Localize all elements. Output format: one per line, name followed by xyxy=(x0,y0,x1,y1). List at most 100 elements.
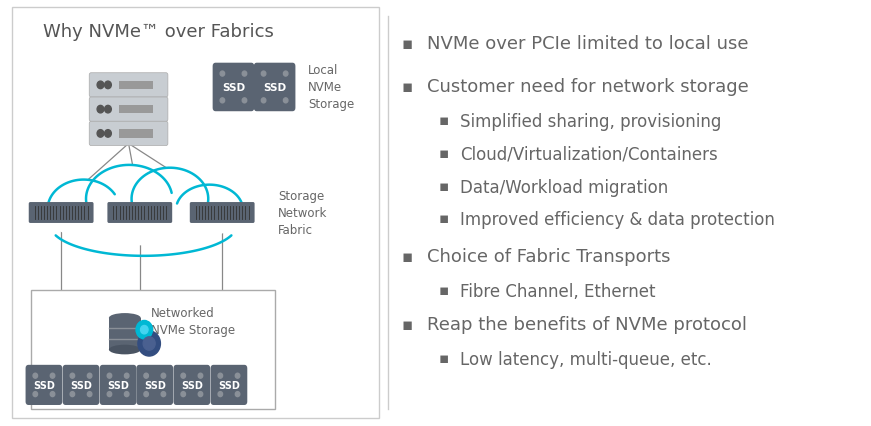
FancyBboxPatch shape xyxy=(119,130,153,138)
FancyBboxPatch shape xyxy=(31,290,274,409)
Circle shape xyxy=(105,106,111,114)
Circle shape xyxy=(71,391,75,397)
Text: Local
NVMe
Storage: Local NVMe Storage xyxy=(308,64,354,111)
Text: Why NVMe™ over Fabrics: Why NVMe™ over Fabrics xyxy=(43,23,274,41)
Text: ▪: ▪ xyxy=(439,146,449,161)
Circle shape xyxy=(199,373,203,378)
Text: ▪: ▪ xyxy=(439,178,449,193)
Circle shape xyxy=(136,321,152,339)
FancyBboxPatch shape xyxy=(29,202,93,223)
Circle shape xyxy=(161,391,165,397)
Circle shape xyxy=(105,130,111,138)
Circle shape xyxy=(220,98,225,104)
Circle shape xyxy=(105,82,111,89)
Text: Choice of Fabric Transports: Choice of Fabric Transports xyxy=(427,248,671,266)
Circle shape xyxy=(161,373,165,378)
Text: ▪: ▪ xyxy=(402,35,413,53)
Circle shape xyxy=(87,391,91,397)
Circle shape xyxy=(235,373,240,378)
Text: SSD: SSD xyxy=(263,83,287,93)
Circle shape xyxy=(107,391,111,397)
Text: SSD: SSD xyxy=(107,380,129,390)
Circle shape xyxy=(242,72,246,77)
Circle shape xyxy=(51,373,55,378)
Text: Cloud/Virtualization/Containers: Cloud/Virtualization/Containers xyxy=(460,146,718,164)
Circle shape xyxy=(283,72,288,77)
Circle shape xyxy=(33,373,37,378)
Text: Reap the benefits of NVMe protocol: Reap the benefits of NVMe protocol xyxy=(427,315,747,333)
FancyBboxPatch shape xyxy=(99,365,137,405)
FancyBboxPatch shape xyxy=(63,365,99,405)
Text: Simplified sharing, provisioning: Simplified sharing, provisioning xyxy=(460,113,721,131)
Ellipse shape xyxy=(109,345,141,354)
Circle shape xyxy=(144,373,148,378)
Text: SSD: SSD xyxy=(33,380,55,390)
Circle shape xyxy=(235,391,240,397)
Circle shape xyxy=(138,331,160,356)
FancyBboxPatch shape xyxy=(89,98,168,122)
Circle shape xyxy=(261,72,266,77)
Circle shape xyxy=(97,106,104,114)
Circle shape xyxy=(143,337,155,350)
Circle shape xyxy=(107,373,111,378)
FancyBboxPatch shape xyxy=(107,202,172,223)
FancyBboxPatch shape xyxy=(25,365,62,405)
Text: ▪: ▪ xyxy=(439,113,449,128)
FancyBboxPatch shape xyxy=(12,9,380,417)
Circle shape xyxy=(261,98,266,104)
FancyBboxPatch shape xyxy=(109,318,141,350)
Text: Data/Workload migration: Data/Workload migration xyxy=(460,178,668,196)
Ellipse shape xyxy=(109,314,141,323)
FancyBboxPatch shape xyxy=(119,81,153,90)
Circle shape xyxy=(140,326,148,334)
Circle shape xyxy=(218,391,223,397)
Text: Storage
Network
Fabric: Storage Network Fabric xyxy=(279,190,327,236)
Circle shape xyxy=(125,391,129,397)
Circle shape xyxy=(199,391,203,397)
Ellipse shape xyxy=(48,180,119,239)
Circle shape xyxy=(218,373,223,378)
Text: Customer need for network storage: Customer need for network storage xyxy=(427,78,749,96)
Circle shape xyxy=(71,373,75,378)
FancyBboxPatch shape xyxy=(89,122,168,146)
Ellipse shape xyxy=(54,198,233,246)
Text: SSD: SSD xyxy=(218,380,240,390)
Circle shape xyxy=(125,373,129,378)
Circle shape xyxy=(242,98,246,104)
Text: Fibre Channel, Ethernet: Fibre Channel, Ethernet xyxy=(460,282,656,300)
Circle shape xyxy=(181,373,186,378)
Circle shape xyxy=(283,98,288,104)
Text: SSD: SSD xyxy=(222,83,245,93)
Circle shape xyxy=(144,391,148,397)
Circle shape xyxy=(87,373,91,378)
Ellipse shape xyxy=(132,168,208,230)
Text: ▪: ▪ xyxy=(402,78,413,96)
Text: SSD: SSD xyxy=(181,380,203,390)
FancyBboxPatch shape xyxy=(253,63,295,112)
Text: SSD: SSD xyxy=(144,380,165,390)
Circle shape xyxy=(33,391,37,397)
Text: Networked
NVMe Storage: Networked NVMe Storage xyxy=(151,307,235,337)
Text: NVMe over PCIe limited to local use: NVMe over PCIe limited to local use xyxy=(427,35,749,53)
FancyBboxPatch shape xyxy=(211,365,247,405)
FancyBboxPatch shape xyxy=(173,365,210,405)
Text: Improved efficiency & data protection: Improved efficiency & data protection xyxy=(460,211,775,229)
Text: ▪: ▪ xyxy=(439,282,449,297)
FancyBboxPatch shape xyxy=(137,365,173,405)
Text: ▪: ▪ xyxy=(402,315,413,333)
FancyBboxPatch shape xyxy=(213,63,254,112)
Circle shape xyxy=(97,82,104,89)
Text: ▪: ▪ xyxy=(402,248,413,266)
Circle shape xyxy=(181,391,186,397)
Ellipse shape xyxy=(86,165,172,233)
FancyBboxPatch shape xyxy=(190,202,254,223)
Ellipse shape xyxy=(176,185,243,236)
Circle shape xyxy=(220,72,225,77)
Text: Low latency, multi-queue, etc.: Low latency, multi-queue, etc. xyxy=(460,350,712,368)
Circle shape xyxy=(97,130,104,138)
FancyBboxPatch shape xyxy=(119,106,153,114)
Text: SSD: SSD xyxy=(70,380,92,390)
FancyBboxPatch shape xyxy=(89,74,168,98)
Circle shape xyxy=(51,391,55,397)
Text: ▪: ▪ xyxy=(439,350,449,365)
